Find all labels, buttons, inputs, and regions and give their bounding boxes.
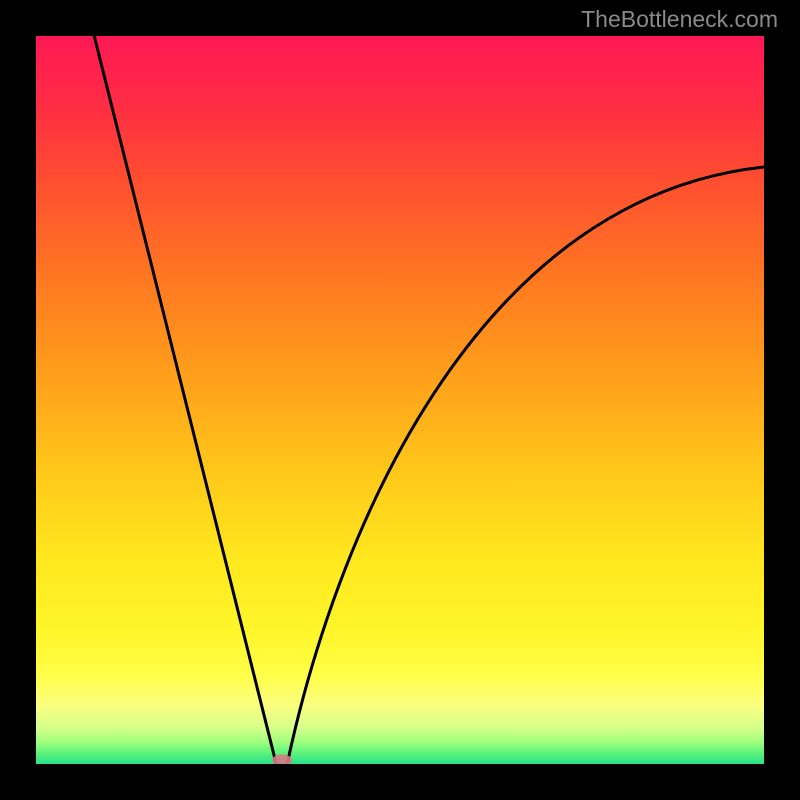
curve-right-branch	[287, 167, 764, 764]
watermark-text: TheBottleneck.com	[581, 6, 778, 33]
plot-area	[36, 36, 764, 764]
curve-left-branch	[94, 36, 276, 764]
chart-container: TheBottleneck.com	[0, 0, 800, 800]
curve-layer	[36, 36, 764, 764]
